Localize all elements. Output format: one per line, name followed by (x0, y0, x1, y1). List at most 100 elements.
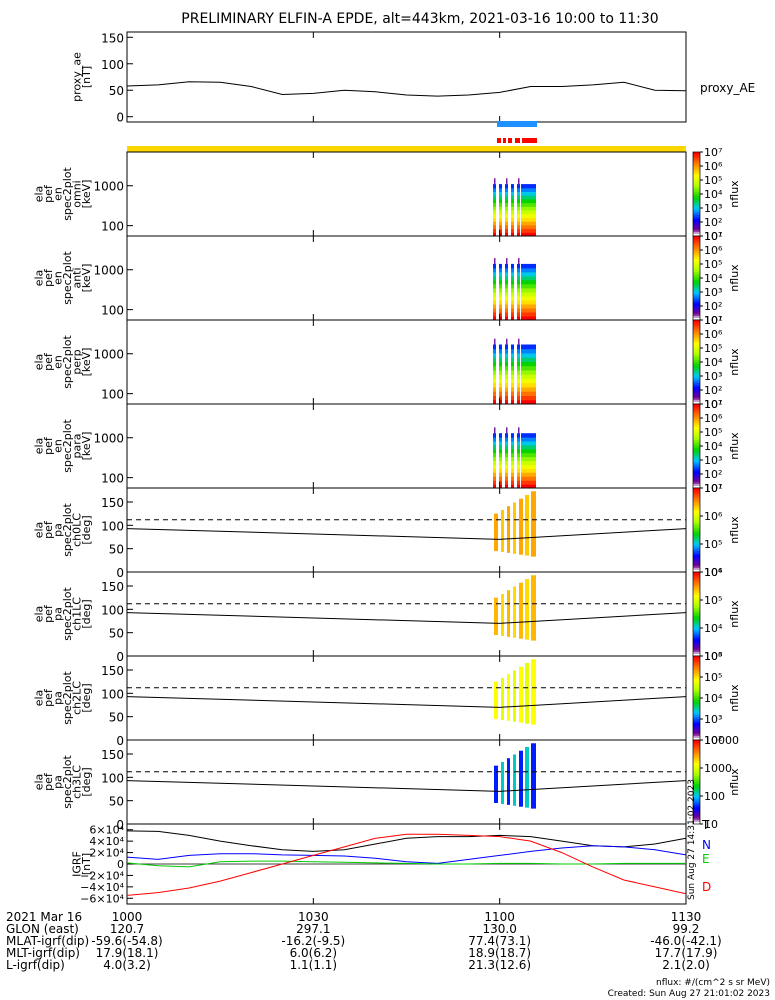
spec-cell (493, 287, 496, 293)
y-tick-label: 100 (101, 304, 124, 318)
spec-cell (505, 433, 508, 438)
spec-cell (517, 210, 520, 215)
spec-cell (517, 191, 520, 196)
colorbar-tick-label: 10⁶ (704, 412, 723, 425)
colorbar-cell (693, 716, 700, 720)
spec-cell (493, 283, 496, 289)
footer-row-label: 2021 Mar 16 (6, 910, 82, 924)
y-tick-label: 50 (109, 627, 124, 641)
colorbar-cell (693, 362, 700, 365)
spec-cell (493, 441, 496, 446)
spec-cell (517, 452, 520, 458)
spec-cell (499, 441, 502, 446)
spec-cell (506, 338, 508, 345)
spec-cell (517, 441, 520, 446)
spec-cell (517, 448, 520, 454)
colorbar-cell (693, 737, 700, 741)
legend-N: N (702, 838, 711, 852)
colorbar-cell (693, 347, 700, 350)
spec-cell (505, 353, 508, 358)
colorbar-tick-label: 1000 (704, 762, 732, 775)
y-tick-label: 150 (101, 31, 124, 45)
colorbar-cell (693, 630, 700, 634)
spec-cell (505, 370, 508, 375)
spec-cell (517, 480, 520, 485)
perp-ylabel: spec2plot (61, 335, 74, 389)
colorbar-tick-label: 10¹ (704, 482, 722, 495)
spec-cell (518, 427, 520, 434)
spec-cell (511, 224, 514, 230)
spec-cell (517, 374, 520, 379)
colorbar-cell (693, 672, 700, 676)
colorbar-cell (693, 557, 700, 560)
spec-cell (505, 271, 508, 277)
ch1LC-colorbar-label: nflux (728, 600, 741, 628)
colorbar-cell (693, 183, 700, 187)
colorbar-cell (693, 706, 700, 710)
spec-cell (505, 198, 508, 204)
colorbar-cell (693, 231, 700, 235)
footer-value: 17.9(18.1) (96, 946, 159, 960)
spec-cell (517, 308, 520, 313)
colorbar-cell (693, 553, 700, 556)
spec-cell (511, 456, 514, 462)
spec-cell (511, 395, 514, 401)
colorbar-cell (693, 530, 700, 533)
spec-cell (493, 437, 496, 442)
ch3LC-ylabel: ela (33, 774, 46, 791)
science-bar (127, 146, 686, 152)
colorbar-cell (693, 609, 700, 613)
colorbar-tick-label: 10² (704, 384, 722, 397)
colorbar-cell (693, 275, 700, 279)
colorbar-cell (693, 788, 700, 791)
anti-ylabel: anti (71, 267, 84, 288)
perp-ylabel: [keV] (80, 348, 93, 377)
spec-cell (521, 191, 536, 196)
spec-cell (517, 456, 520, 462)
spec-cell (521, 263, 536, 269)
y-tick-label: 50 (109, 795, 124, 809)
colorbar-tick-label: 10³ (704, 202, 722, 215)
colorbar-cell (693, 225, 700, 229)
colorbar-cell (693, 597, 700, 600)
y-tick-label: 100 (101, 58, 124, 72)
colorbar-cell (693, 538, 700, 542)
units-note: nflux: #/(cm^2 s sr MeV) (656, 978, 770, 988)
colorbar-cell (693, 404, 700, 407)
spec-cell (505, 263, 508, 269)
colorbar-cell (693, 221, 700, 224)
spec-cell (505, 217, 508, 222)
spec-cell (517, 224, 520, 230)
colorbar-cell (693, 813, 700, 817)
colorbar-cell (693, 775, 700, 779)
colorbar-cell (693, 223, 700, 227)
spec-cell (511, 184, 514, 189)
footer-row-label: GLON (east) (6, 922, 79, 936)
colorbar-cell (693, 807, 700, 810)
colorbar-cell (693, 628, 700, 632)
omni-ylabel: pef (42, 184, 55, 203)
spec-cell (521, 378, 536, 384)
y-tick-label: 100 (101, 603, 124, 617)
colorbar-cell (693, 569, 700, 573)
omni-ylabel: ela (33, 186, 46, 203)
colorbar-cell (693, 742, 700, 745)
spec-cell (517, 464, 520, 469)
y-tick-label: 0 (116, 650, 124, 664)
colorbar-cell (693, 273, 700, 277)
spec-cell (505, 202, 508, 207)
spec-cell (505, 291, 508, 297)
spec-cell (518, 338, 520, 345)
spec-cell (521, 184, 536, 189)
colorbar-cell (693, 217, 700, 220)
spec-cell (511, 291, 514, 297)
colorbar-cell (693, 700, 700, 703)
colorbar-cell (693, 334, 700, 338)
colorbar-tick-label: 10² (704, 216, 722, 229)
colorbar-cell (693, 162, 700, 166)
footer-row-label: MLT-igrf(dip) (6, 946, 80, 960)
spec-cell (521, 444, 536, 450)
spec-cell (521, 391, 536, 396)
colorbar-tick-label: 10¹ (704, 230, 722, 243)
colorbar-cell (693, 771, 700, 775)
